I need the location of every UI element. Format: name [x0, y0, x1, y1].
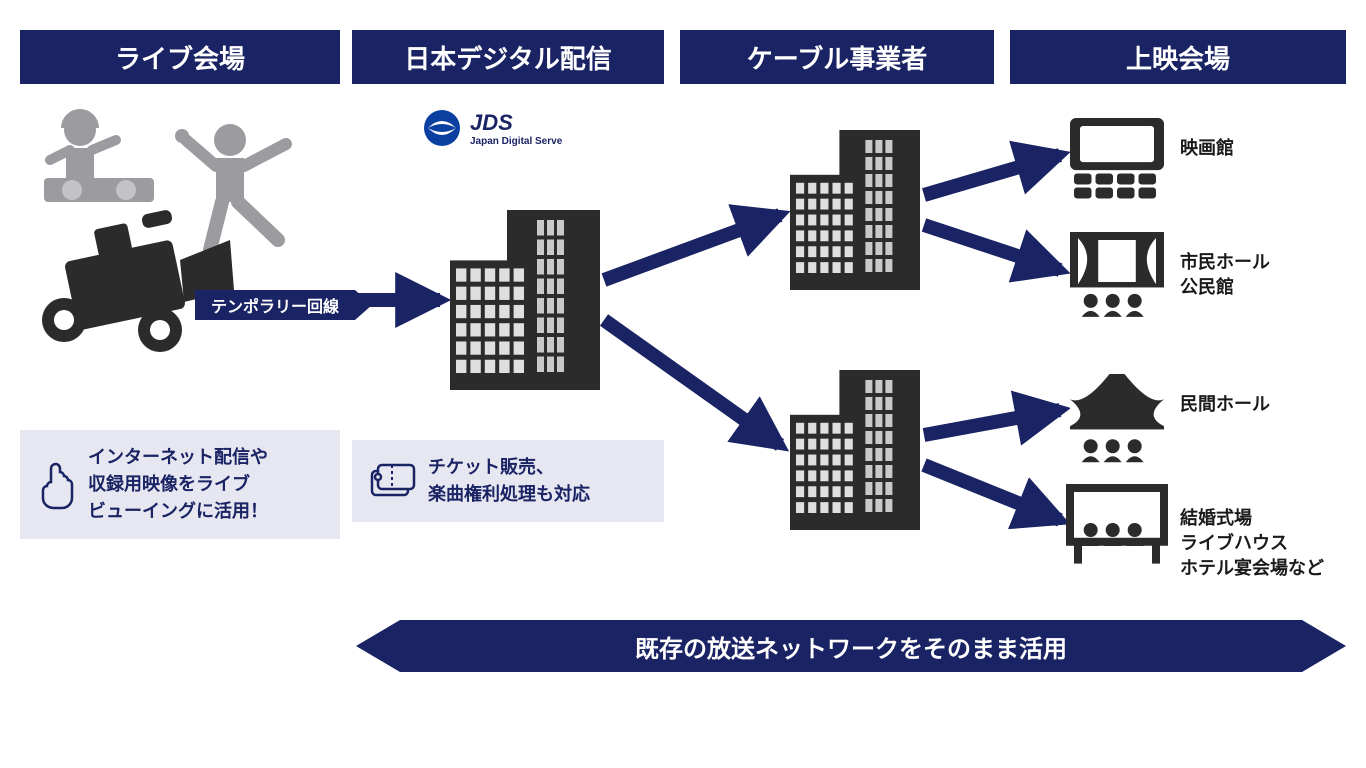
col-header-label: ケーブル事業者 — [747, 39, 927, 76]
col-header-label: ライブ会場 — [115, 39, 245, 76]
event-venue-icon — [1070, 488, 1164, 564]
col-header-label: 日本デジタル配信 — [404, 39, 611, 76]
venue-label-private-hall: 民間ホール — [1180, 392, 1270, 417]
pointing-hand-icon — [36, 460, 76, 510]
venue-label-cinema: 映画館 — [1180, 136, 1234, 161]
venue-label-civic-hall: 市民ホール 公民館 — [1180, 250, 1270, 300]
civic-hall-icon — [1070, 232, 1164, 317]
col-header-screening-venue: 上映会場 — [1010, 30, 1346, 84]
temporary-line-label: テンポラリー回線 — [211, 293, 339, 317]
col-header-live-venue: ライブ会場 — [20, 30, 340, 84]
jds-logo: JDS Japan Digital Serve — [422, 108, 562, 148]
flow-arrow — [924, 465, 1060, 520]
flow-arrow — [604, 215, 780, 280]
cinema-icon — [1070, 118, 1164, 198]
flow-arrow — [924, 225, 1060, 270]
flow-arrow — [604, 320, 780, 445]
private-hall-icon — [1070, 374, 1164, 462]
bottom-banner-label: 既存の放送ネットワークをそのまま活用 — [635, 629, 1067, 664]
flow-arrow — [924, 410, 1060, 435]
temporary-line-tag: テンポラリー回線 — [195, 290, 355, 320]
venue-label-wedding-etc: 結婚式場 ライブハウス ホテル宴会場など — [1180, 506, 1324, 582]
callout-jds: チケット販売、 楽曲権利処理も対応 — [352, 440, 664, 522]
ticket-icon — [368, 461, 416, 501]
col-header-cable: ケーブル事業者 — [680, 30, 994, 84]
jds-logo-sub: Japan Digital Serve — [470, 136, 562, 147]
callout-text: インターネット配信や 収録用映像をライブ ビューイングに活用！ — [88, 444, 268, 525]
callout-live-venue: インターネット配信や 収録用映像をライブ ビューイングに活用！ — [20, 430, 340, 539]
building-icon — [450, 210, 600, 390]
callout-text: チケット販売、 楽曲権利処理も対応 — [428, 454, 590, 508]
building-icon — [790, 370, 920, 530]
building-icon — [790, 130, 920, 290]
jds-logo-icon — [422, 108, 462, 148]
flow-arrow — [924, 155, 1060, 195]
col-header-jds: 日本デジタル配信 — [352, 30, 664, 84]
jds-logo-main: JDS — [470, 110, 562, 136]
bottom-banner: 既存の放送ネットワークをそのまま活用 — [400, 620, 1302, 672]
col-header-label: 上映会場 — [1126, 39, 1230, 76]
